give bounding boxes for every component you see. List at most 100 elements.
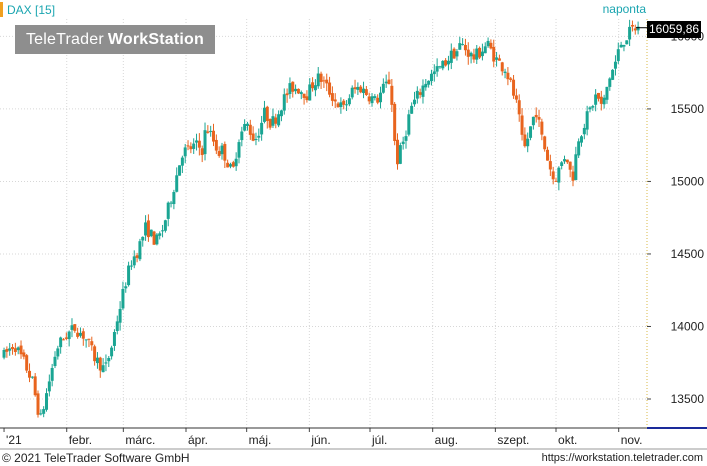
candle-down [478, 47, 482, 58]
candle-down [90, 341, 94, 346]
candle-down [546, 149, 550, 161]
y-tick-label: 13500 [671, 392, 705, 406]
candle-up [129, 265, 133, 267]
candle-down [61, 339, 65, 341]
candle-up [138, 241, 142, 260]
x-tick-label: jún. [310, 433, 330, 447]
candle-down [93, 346, 97, 362]
candle-up [582, 127, 586, 135]
candle-down [223, 143, 227, 161]
candle-up [356, 86, 360, 90]
candle-down [353, 87, 357, 90]
candle-down [291, 81, 295, 92]
candle-up [288, 83, 292, 94]
candle-down [551, 171, 555, 180]
candle-up [8, 348, 12, 351]
candle-up [53, 356, 57, 367]
candle-up [404, 136, 408, 141]
candle-up [594, 94, 598, 105]
candle-down [5, 348, 9, 352]
candle-down [268, 118, 272, 128]
candle-up [427, 80, 431, 85]
candle-up [243, 124, 247, 131]
last-price-badge: 16059,86 [647, 21, 702, 38]
candle-up [47, 381, 51, 392]
x-tick-label: nov. [621, 433, 643, 447]
candle-up [486, 40, 490, 47]
candle-up [112, 331, 116, 346]
candle-down [520, 115, 524, 135]
candle-up [446, 60, 450, 65]
candle-down [146, 220, 150, 238]
candle-down [325, 79, 329, 84]
candle-down [197, 140, 201, 148]
chart-header: DAX [15] [0, 1, 55, 18]
candles [2, 19, 640, 418]
candle-down [251, 133, 255, 141]
candle-up [563, 159, 567, 162]
candle-down [135, 255, 139, 258]
watermark-brand: TeleTrader [25, 30, 104, 48]
candle-down [500, 62, 504, 72]
candle-up [240, 131, 244, 141]
candle-up [127, 265, 131, 286]
candle-up [50, 367, 54, 381]
candle-up [180, 157, 184, 166]
candle-down [36, 393, 40, 415]
candle-down [330, 93, 334, 101]
candle-up [192, 143, 196, 149]
candle-up [56, 348, 60, 357]
candle-down [540, 121, 544, 135]
y-tick-label: 15500 [671, 102, 705, 116]
y-tick-label: 15000 [671, 174, 705, 188]
candle-down [463, 44, 467, 51]
candle-up [155, 234, 159, 245]
y-tick-label: 14000 [671, 319, 705, 333]
candle-down [376, 97, 380, 103]
candle-up [175, 175, 179, 192]
candle-down [548, 161, 552, 170]
candle-down [11, 347, 15, 350]
candle-up [605, 86, 609, 100]
candle-down [265, 106, 269, 121]
candle-down [305, 96, 309, 101]
candle-down [630, 24, 634, 27]
x-tick-label: júl. [371, 433, 387, 447]
candle-down [418, 92, 422, 95]
candle-down [565, 159, 569, 163]
candle-down [231, 162, 235, 167]
candle-up [613, 61, 617, 69]
candle-down [571, 171, 575, 181]
watermark-logo: TeleTrader WorkStation [15, 25, 215, 54]
candle-up [347, 98, 351, 105]
x-tick-label: máj. [249, 433, 272, 447]
candle-up [294, 88, 298, 92]
candle-down [537, 117, 541, 120]
candle-up [203, 130, 207, 155]
candle-down [217, 151, 221, 156]
candle-up [619, 44, 623, 48]
candle-up [313, 85, 317, 91]
x-tick-label: márc. [125, 433, 155, 447]
candle-down [322, 80, 326, 82]
candle-up [461, 44, 465, 46]
candle-up [166, 202, 170, 219]
candle-up [195, 140, 199, 143]
candle-up [579, 136, 583, 143]
candle-up [339, 102, 343, 108]
candle-down [554, 180, 558, 182]
candle-up [104, 362, 108, 364]
candle-down [28, 370, 32, 378]
candle-up [469, 52, 473, 57]
candle-down [543, 136, 547, 150]
candle-up [144, 222, 148, 236]
candle-up [616, 49, 620, 61]
candle-down [64, 337, 68, 339]
candle-up [449, 50, 453, 63]
candle-up [611, 69, 615, 80]
candle-up [424, 83, 428, 88]
watermark-product: WorkStation [107, 30, 205, 48]
candle-down [81, 331, 85, 339]
candle-up [107, 357, 111, 362]
